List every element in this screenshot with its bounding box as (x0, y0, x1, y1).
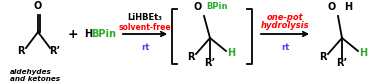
Text: +: + (68, 27, 78, 40)
Text: H: H (359, 48, 367, 58)
Text: LiHBEt₃: LiHBEt₃ (127, 14, 163, 23)
Text: H: H (84, 29, 92, 39)
Text: rt: rt (141, 44, 149, 52)
Text: H: H (227, 48, 235, 58)
Text: R: R (17, 46, 25, 56)
Text: R’: R’ (336, 58, 348, 68)
Text: BPin: BPin (206, 2, 228, 11)
Text: H: H (344, 2, 352, 12)
Text: O: O (328, 2, 336, 12)
Text: R: R (319, 52, 327, 62)
Text: solvent-free: solvent-free (119, 23, 171, 32)
Text: R’: R’ (50, 46, 60, 56)
Text: O: O (34, 1, 42, 11)
Text: O: O (194, 2, 202, 12)
Text: R’: R’ (204, 58, 215, 68)
Text: R: R (187, 52, 195, 62)
Text: BPin: BPin (91, 29, 116, 39)
Text: hydrolysis: hydrolysis (261, 22, 309, 30)
Text: rt: rt (281, 44, 289, 52)
Text: aldehydes
and ketones: aldehydes and ketones (10, 69, 60, 82)
Text: one-pot: one-pot (267, 13, 303, 22)
